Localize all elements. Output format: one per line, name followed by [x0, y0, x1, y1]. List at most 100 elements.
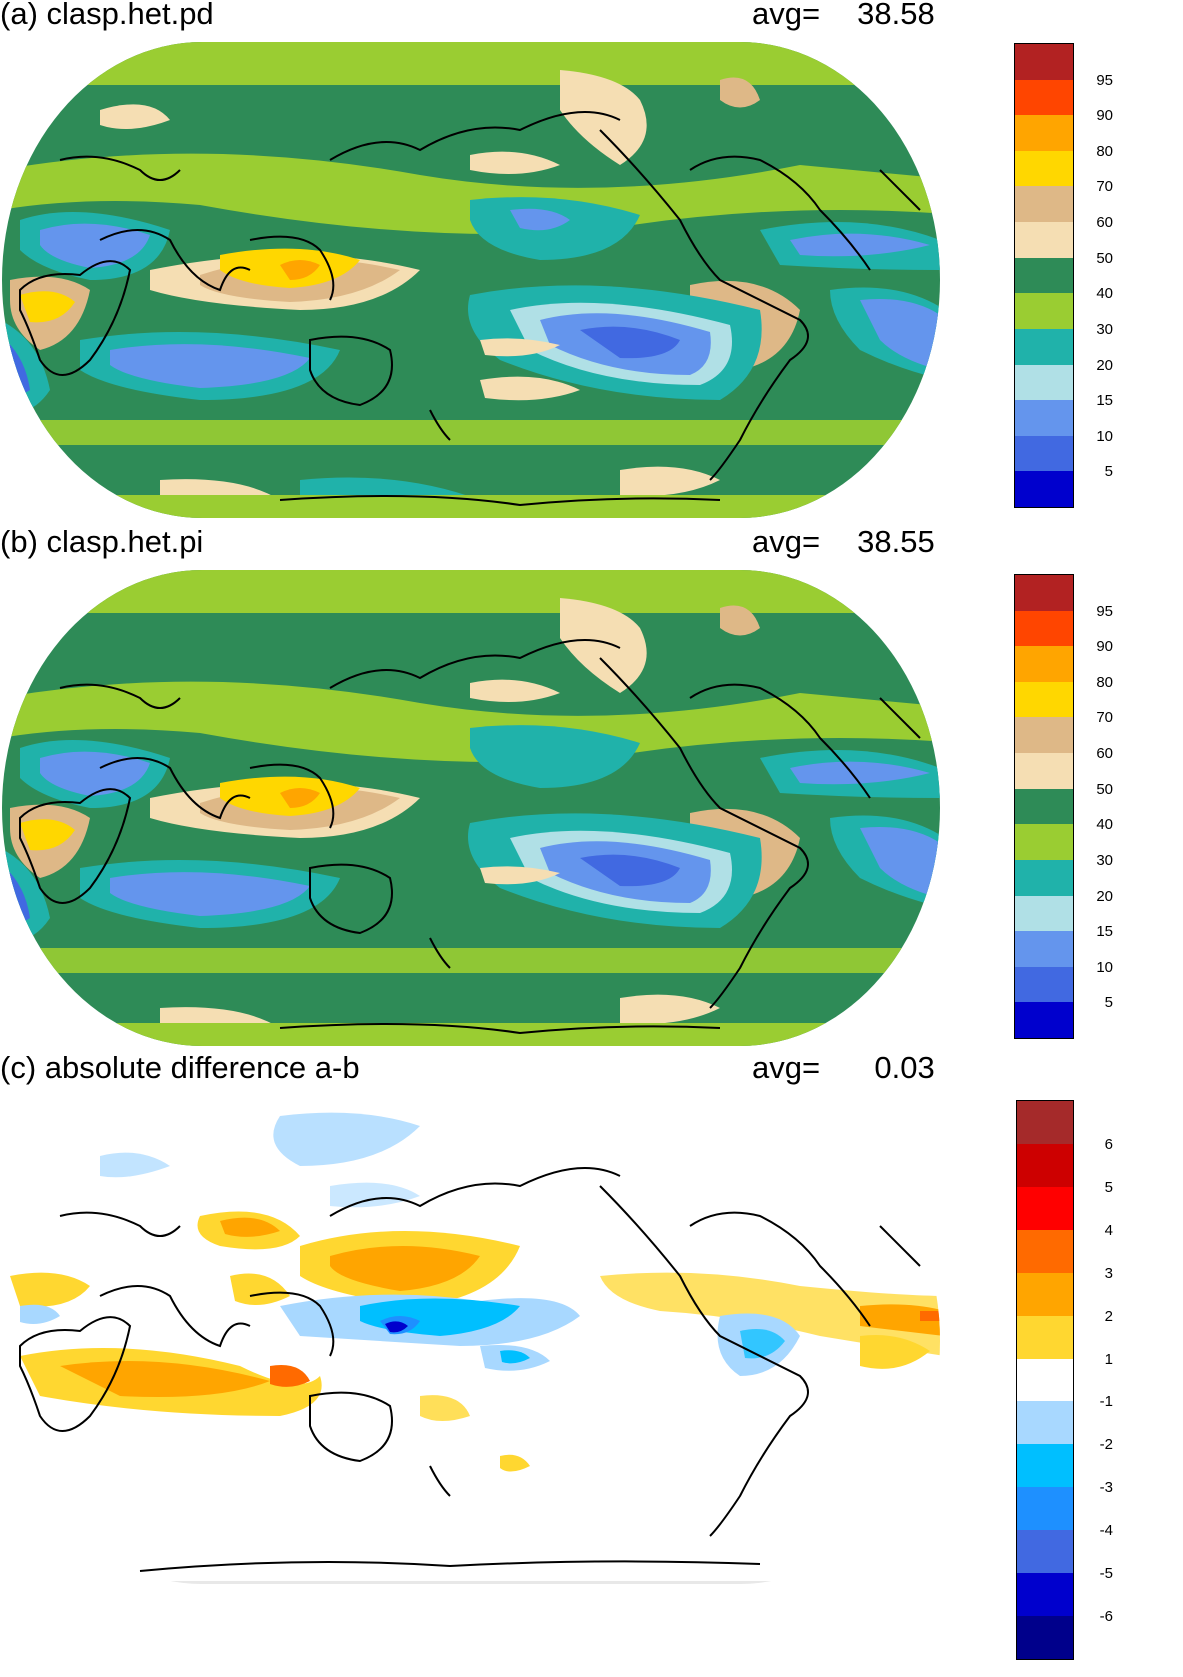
- colorbar-box: [1015, 859, 1073, 896]
- panel-a: (a) clasp.het.pd avg= 38.58: [0, 0, 1183, 520]
- colorbar-tick-label: 5: [1104, 994, 1113, 1012]
- colorbar-tick-label: 95: [1096, 602, 1113, 620]
- colorbar-box: [1015, 753, 1073, 790]
- colorbar: 95 90 80 70 60 50 40 30 20 15 10 5: [1014, 43, 1113, 508]
- colorbar-box: [1017, 1401, 1073, 1445]
- colorbar-tick-label: 90: [1096, 638, 1113, 656]
- colorbar-box: [1015, 895, 1073, 932]
- panel-title: (c) absolute difference a-b: [0, 1050, 360, 1085]
- colorbar-box: [1017, 1229, 1073, 1273]
- colorbar-tick-label: -5: [1099, 1565, 1113, 1583]
- colorbar-box: [1015, 293, 1073, 330]
- colorbar-tick-label: 80: [1096, 142, 1113, 160]
- colorbar-box: [1015, 435, 1073, 472]
- colorbar-box: [1015, 471, 1073, 508]
- colorbar-tick-label: 5: [1104, 1178, 1113, 1196]
- colorbar-box: [1015, 788, 1073, 825]
- panel-b: (b) clasp.het.pi avg= 38.55: [0, 524, 1183, 1046]
- colorbar-tick-label: 60: [1096, 214, 1113, 232]
- colorbar-box: [1017, 1315, 1073, 1359]
- difference-field: [2, 1098, 940, 1584]
- colorbar-tick-label: 70: [1096, 709, 1113, 727]
- map-clasp-het-pd: [2, 42, 940, 518]
- colorbar-box: [1017, 1358, 1073, 1402]
- map-clasp-het-pi: [2, 570, 940, 1046]
- colorbar-tick-label: -2: [1099, 1436, 1113, 1454]
- colorbar-box: [1015, 222, 1073, 259]
- cloud-field: [2, 42, 940, 518]
- colorbar-tick-label: 6: [1104, 1135, 1113, 1153]
- colorbar-box: [1015, 257, 1073, 294]
- colorbar-tick-label: -6: [1099, 1608, 1113, 1626]
- colorbar-box: [1015, 115, 1073, 152]
- avg-value: 38.55: [857, 524, 935, 559]
- colorbar: 6 5 4 3 2 1 -1 -2 -3 -4 -5 -6: [1016, 1100, 1113, 1660]
- avg-label: avg=: [752, 1050, 821, 1085]
- colorbar-tick-label: 30: [1096, 851, 1113, 869]
- colorbar-box: [1015, 150, 1073, 187]
- colorbar-box: [1015, 44, 1073, 80]
- colorbar-tick-label: 20: [1096, 887, 1113, 905]
- coastlines: [19, 639, 921, 1035]
- colorbar-box: [1017, 1487, 1073, 1531]
- colorbar-box: [1015, 400, 1073, 437]
- colorbar-tick-label: 40: [1096, 285, 1113, 303]
- colorbar-tick-label: 3: [1104, 1264, 1113, 1282]
- colorbar-box: [1015, 1002, 1073, 1039]
- colorbar-tick-label: 4: [1104, 1221, 1113, 1239]
- colorbar-tick-label: 15: [1096, 392, 1113, 410]
- colorbar-box: [1015, 681, 1073, 718]
- panel-title: (b) clasp.het.pi: [0, 524, 204, 559]
- panel-average: avg= 38.58: [752, 0, 935, 32]
- colorbar-tick-label: 70: [1096, 178, 1113, 196]
- colorbar-box: [1017, 1444, 1073, 1488]
- colorbar-box: [1015, 575, 1073, 611]
- avg-label: avg=: [752, 524, 821, 559]
- colorbar-tick-label: 90: [1096, 107, 1113, 125]
- colorbar-tick-label: 2: [1104, 1307, 1113, 1325]
- colorbar-box: [1015, 186, 1073, 223]
- coastlines: [19, 1167, 921, 1572]
- colorbar-box: [1015, 610, 1073, 647]
- panel-average: avg= 0.03: [752, 1050, 935, 1086]
- colorbar-box: [1015, 931, 1073, 968]
- colorbar-box: [1017, 1186, 1073, 1230]
- colorbar-box: [1015, 824, 1073, 861]
- cloud-field: [2, 570, 940, 1046]
- colorbar-box: [1015, 364, 1073, 401]
- colorbar-box: [1017, 1573, 1073, 1617]
- colorbar-box: [1015, 79, 1073, 116]
- colorbar-tick-label: 30: [1096, 320, 1113, 338]
- colorbar-tick-label: 50: [1096, 780, 1113, 798]
- colorbar: 95 90 80 70 60 50 40 30 20 15 10 5: [1014, 574, 1113, 1039]
- colorbar-tick-label: 50: [1096, 249, 1113, 267]
- colorbar-tick-label: -4: [1099, 1522, 1113, 1540]
- colorbar-tick-label: 80: [1096, 673, 1113, 691]
- colorbar-box: [1017, 1616, 1073, 1660]
- colorbar-tick-label: 1: [1104, 1350, 1113, 1368]
- coastlines: [19, 111, 921, 507]
- avg-label: avg=: [752, 0, 821, 31]
- avg-value: 38.58: [857, 0, 935, 31]
- colorbar-tick-label: 95: [1096, 71, 1113, 89]
- colorbar-box: [1017, 1530, 1073, 1574]
- colorbar-tick-label: 20: [1096, 356, 1113, 374]
- colorbar-box: [1017, 1143, 1073, 1187]
- colorbar-tick-label: 40: [1096, 816, 1113, 834]
- colorbar-box: [1015, 966, 1073, 1003]
- colorbar-tick-label: 60: [1096, 745, 1113, 763]
- colorbar-tick-label: 5: [1104, 463, 1113, 481]
- colorbar-tick-label: -1: [1099, 1393, 1113, 1411]
- colorbar-box: [1017, 1101, 1073, 1144]
- colorbar-tick-label: -3: [1099, 1479, 1113, 1497]
- colorbar-box: [1015, 646, 1073, 683]
- panel-c: (c) absolute difference a-b avg= 0.03: [0, 1050, 1183, 1677]
- colorbar-tick-label: 10: [1096, 958, 1113, 976]
- colorbar-box: [1017, 1272, 1073, 1316]
- avg-value: 0.03: [874, 1050, 935, 1085]
- colorbar-box: [1015, 717, 1073, 754]
- colorbar-box: [1015, 328, 1073, 365]
- map-absolute-difference: [2, 1098, 940, 1584]
- panel-average: avg= 38.55: [752, 524, 935, 560]
- colorbar-tick-label: 10: [1096, 427, 1113, 445]
